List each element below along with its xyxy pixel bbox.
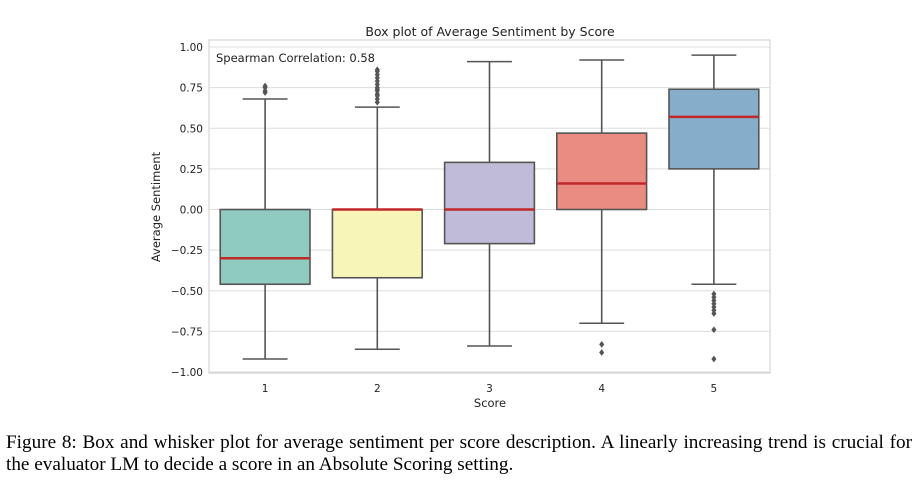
x-tick-label: 3 [486, 383, 493, 395]
y-tick-label: 0.50 [180, 123, 203, 135]
outlier-point [599, 340, 605, 348]
outlier-point [599, 349, 605, 356]
x-axis-ticks: 1 2 3 4 5 [262, 383, 717, 395]
box-iqr [219, 208, 311, 286]
y-tick-label: −0.25 [171, 245, 203, 257]
box-score-4 [556, 59, 648, 356]
x-tick-label: 4 [598, 383, 605, 395]
outlier-point [711, 326, 717, 334]
box-score-3 [443, 60, 536, 347]
boxes-layer [219, 54, 760, 363]
x-tick-label: 2 [374, 383, 381, 395]
box-score-2 [331, 66, 423, 351]
outlier-point [374, 66, 380, 74]
box-score-5 [668, 54, 760, 363]
box-iqr [556, 132, 648, 211]
figure-caption: Figure 8: Box and whisker plot for avera… [6, 432, 912, 475]
y-axis-label: Average Sentiment [149, 151, 163, 262]
outlier-point [711, 310, 717, 317]
y-tick-label: 0.25 [180, 164, 203, 176]
outlier-point [262, 82, 268, 90]
box-score-1 [219, 82, 311, 360]
x-tick-label: 1 [262, 383, 269, 395]
y-tick-label: 0.00 [180, 205, 203, 217]
y-tick-label: −0.75 [171, 326, 203, 338]
y-tick-label: −0.50 [171, 286, 203, 298]
box-iqr [443, 161, 536, 245]
box-iqr [668, 88, 760, 170]
boxplot-figure: Box plot of Average Sentiment by Score 1… [149, 24, 771, 410]
y-tick-label: −1.00 [171, 367, 203, 379]
y-tick-label: 1.00 [180, 42, 203, 54]
x-axis-label: Score [474, 396, 506, 410]
y-tick-label: 0.75 [180, 83, 203, 95]
chart-title: Box plot of Average Sentiment by Score [365, 24, 615, 39]
x-tick-label: 5 [711, 383, 718, 395]
y-axis-ticks: 1.00 0.75 0.50 0.25 0.00 −0.25 −0.50 −0.75 −1.00 [171, 42, 203, 379]
spearman-annotation: Spearman Correlation: 0.58 [216, 51, 375, 65]
box-iqr [331, 208, 423, 279]
outlier-point [711, 355, 717, 363]
